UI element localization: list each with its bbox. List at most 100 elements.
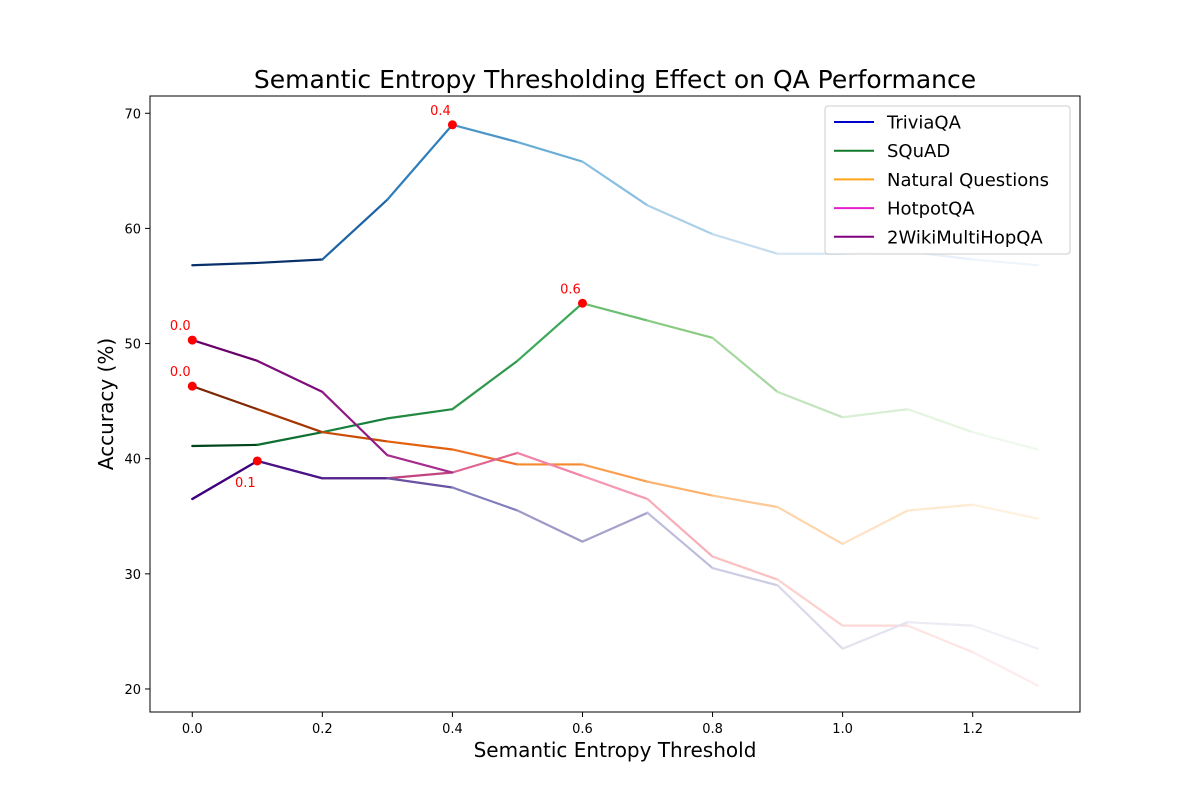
triviaqa-segment (646, 204, 714, 236)
hotpotqa-segment (451, 451, 519, 474)
legend-frame (824, 105, 1071, 255)
2wikimultihopqa-best-marker (187, 335, 197, 345)
2wikimultihopqa-segment (386, 454, 454, 474)
hotpotqa-segment (711, 555, 779, 581)
triviaqa-best-label: 0.4 (430, 104, 451, 119)
purple-tail-segment (646, 511, 714, 570)
2wikimultihopqa-segment (256, 359, 324, 394)
hotpotqa-segment (906, 624, 974, 654)
squad-segment (191, 443, 259, 448)
triviaqa-segment (191, 261, 259, 267)
squad-segment (776, 390, 844, 419)
natural-questions-best-label: 0.0 (170, 365, 191, 380)
legend: TriviaQA SQuAD Natural Questions HotpotQA 2W… (824, 105, 1071, 255)
natural-questions-segment (776, 505, 844, 545)
purple-tail-line (191, 459, 1039, 650)
hotpotqa-segment (386, 471, 454, 480)
squad-best-marker (577, 298, 587, 308)
x-tick-label: 0.6 (572, 722, 593, 737)
triviaqa-segment (516, 140, 584, 163)
hotpotqa-segment (516, 451, 584, 478)
y-tick-label: 20 (124, 683, 141, 698)
natural-questions-segment (711, 494, 779, 509)
2wikimultihopqa-segment (191, 338, 259, 362)
plot-area-frame (149, 95, 1081, 713)
squad-segment (581, 302, 649, 322)
y-tick-label: 50 (124, 338, 141, 353)
y-axis-title: Accuracy (%) (94, 338, 118, 470)
marker-layer: 0.4 0.6 0.0 0.1 0.0 (170, 104, 587, 491)
natural-questions-segment (321, 431, 389, 443)
2wikimultihopqa-segment (321, 390, 389, 457)
purple-tail-segment (386, 477, 454, 489)
hotpotqa-segment (581, 474, 649, 501)
legend-label: HotpotQA (887, 199, 975, 220)
natural-questions-segment (191, 385, 259, 411)
triviaqa-segment (581, 160, 649, 207)
natural-questions-segment (256, 408, 324, 434)
natural-questions-segment (646, 480, 714, 497)
purple-tail-segment (516, 509, 584, 543)
triviaqa-segment (711, 233, 779, 255)
squad-segment (971, 431, 1039, 451)
y-tick-label: 40 (124, 453, 141, 468)
squad-segment (321, 417, 389, 434)
hotpotqa-segment (776, 578, 844, 627)
triviaqa-segment (386, 123, 454, 201)
squad-segment (841, 408, 909, 419)
x-tick-label: 1.0 (832, 722, 853, 737)
2wikimultihopqa-line (191, 338, 454, 474)
y-axis-ticks: 20 30 40 50 60 70 (124, 107, 150, 698)
natural-questions-segment (971, 503, 1039, 520)
x-axis-ticks: 0.0 0.2 0.4 0.6 0.8 1.0 1.2 (182, 712, 983, 737)
natural-questions-best-marker (187, 381, 197, 391)
purple-tail-segment (776, 584, 844, 650)
natural-questions-segment (581, 463, 649, 483)
x-tick-label: 0.4 (442, 722, 463, 737)
natural-questions-line (191, 385, 1039, 545)
squad-segment (256, 431, 324, 446)
purple-tail-segment (581, 511, 649, 543)
x-tick-label: 0.2 (312, 722, 333, 737)
triviaqa-segment (321, 198, 389, 261)
y-tick-label: 60 (124, 222, 141, 237)
squad-segment (711, 336, 779, 394)
squad-segment (386, 408, 454, 420)
purple-tail-segment (841, 621, 909, 650)
y-tick-label: 30 (124, 568, 141, 583)
purple-tail-segment (256, 459, 324, 480)
x-tick-label: 1.2 (962, 722, 983, 737)
legend-label: Natural Questions (887, 170, 1049, 191)
legend-label: TriviaQA (886, 113, 962, 134)
purple-tail-segment (971, 624, 1039, 650)
y-tick-label: 70 (124, 107, 141, 122)
squad-segment (646, 319, 714, 339)
legend-label: 2WikiMultiHopQA (887, 227, 1043, 248)
triviaqa-best-marker (447, 120, 457, 130)
squad-line (191, 302, 1039, 451)
hotpotqa-best-label: 0.1 (235, 476, 256, 491)
x-axis-title: Semantic Entropy Threshold (474, 738, 757, 762)
triviaqa-segment (451, 123, 519, 144)
hotpotqa-segment (646, 497, 714, 558)
natural-questions-segment (906, 503, 974, 512)
purple-tail-segment (451, 486, 519, 512)
x-tick-label: 0.8 (702, 722, 723, 737)
squad-best-label: 0.6 (560, 282, 581, 297)
x-tick-label: 0.0 (182, 722, 203, 737)
natural-questions-segment (451, 448, 519, 466)
legend-label: SQuAD (887, 141, 950, 162)
natural-questions-segment (386, 440, 454, 451)
legend-items: TriviaQA SQuAD Natural Questions HotpotQA 2W… (834, 113, 1049, 248)
purple-tail-segment (191, 459, 259, 501)
hotpotqa-best-marker (252, 456, 262, 466)
purple-tail-segment (711, 566, 779, 587)
hotpotqa-segment (971, 651, 1039, 687)
squad-segment (451, 359, 519, 411)
triviaqa-segment (256, 258, 324, 265)
purple-tail-segment (906, 621, 974, 627)
squad-segment (906, 408, 974, 434)
triviaqa-segment (971, 258, 1039, 267)
2wikimultihopqa-best-label: 0.0 (170, 319, 191, 334)
